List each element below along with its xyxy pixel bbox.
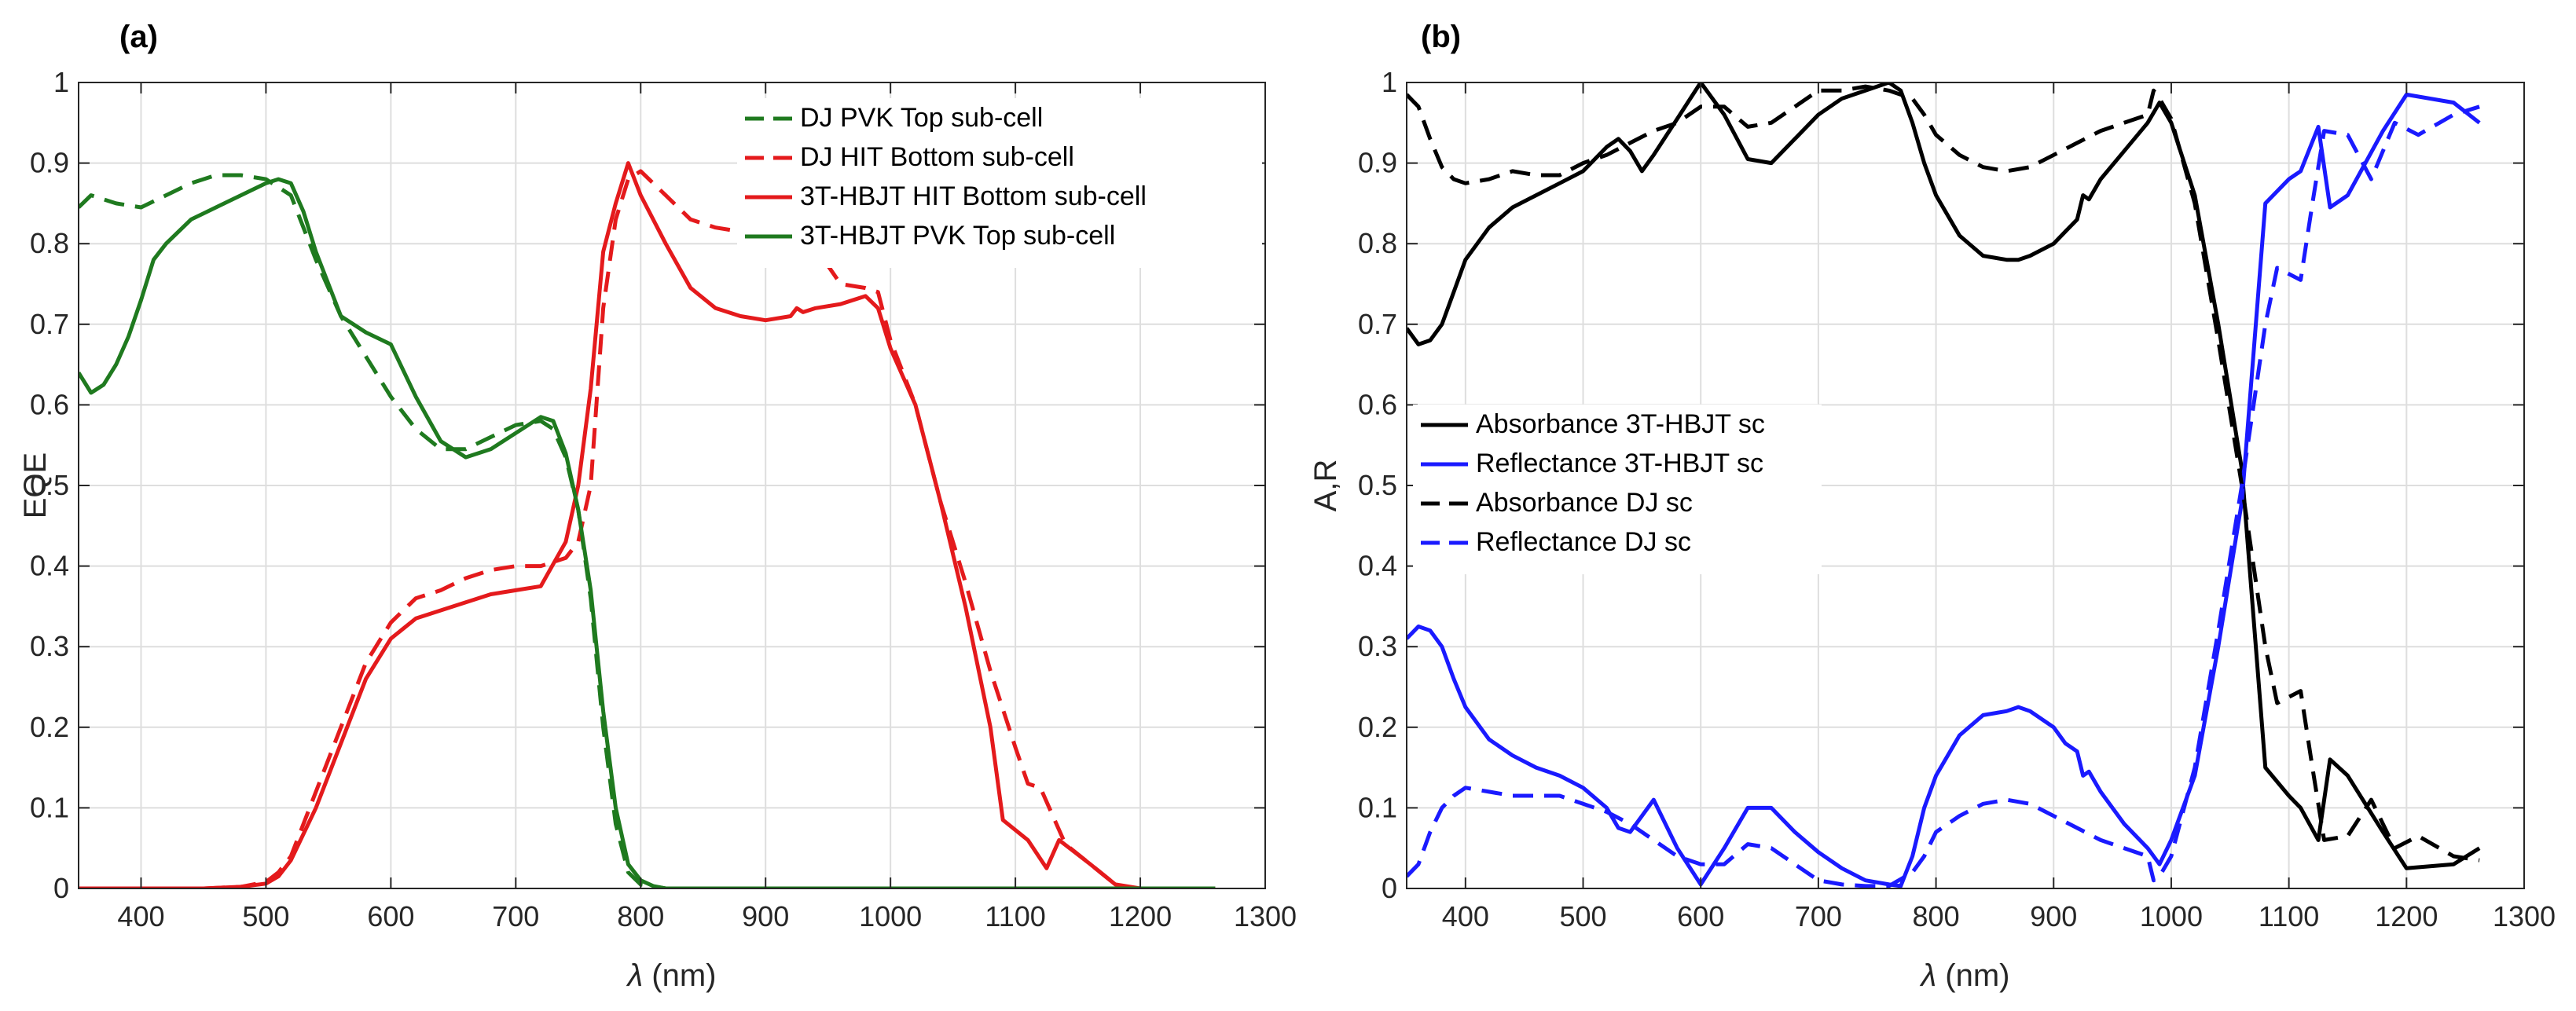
- panel-b-series-2-line: [1407, 84, 2480, 863]
- panel-b-ytick-label-0: 0: [1382, 872, 1397, 904]
- panel-b-ytick-label-6: 0.6: [1358, 388, 1397, 420]
- panel-b-ytick-label-8: 0.8: [1358, 227, 1397, 259]
- panel-b-ytick-label-1: 0.1: [1358, 791, 1397, 823]
- panel-b-xlabel: λ (nm): [1919, 958, 2009, 993]
- panel-a-series-2-line: [79, 161, 1216, 888]
- panel-a-ytick-label-4: 0.4: [30, 550, 69, 582]
- panel-a-ytick-label-2: 0.2: [30, 711, 69, 743]
- panel-a-ytick-label-3: 0.3: [30, 630, 69, 662]
- panel-a-legend-label-0: DJ PVK Top sub-cell: [800, 103, 1043, 133]
- panel-a-ticks: 400 500 600 700 800 900 1000 1100 1200 1300 0 0.1 0.…: [30, 66, 1297, 932]
- panel-b-xtick-label-1300: 1300: [2493, 900, 2556, 932]
- panel-b-legend-label-0: Absorbance 3T-HBJT sc: [1476, 409, 1765, 439]
- panel-a: (a) 400 500 600 700 800 900 1000 1100 1200 1300 0 0…: [18, 20, 1297, 993]
- panel-a-xtick-label-1100: 1100: [985, 900, 1045, 932]
- panel-b-ytick-label-7: 0.7: [1358, 308, 1397, 340]
- panel-a-legend: DJ PVK Top sub-cell DJ HIT Bottom sub-cel…: [737, 98, 1262, 268]
- panel-b-legend-label-1: Reflectance 3T-HBJT sc: [1476, 449, 1763, 478]
- panel-b-label: (b): [1421, 20, 1461, 54]
- panel-b-xlabel-symbol: λ: [1919, 958, 1936, 993]
- panel-a-legend-label-3: 3T-HBJT PVK Top sub-cell: [800, 221, 1115, 251]
- panel-a-series-3-line: [79, 177, 1216, 888]
- panel-b: (b) 400 500 600 700 800 900 1000 1100 1200 1300 0 0…: [1308, 20, 2556, 993]
- panel-b-ticks: 400 500 600 700 800 900 1000 1100 1200 1300 0 0.1 0.…: [1358, 66, 2556, 932]
- panel-a-xtick-label-700: 700: [492, 900, 539, 932]
- panel-b-xtick-label-400: 400: [1442, 900, 1489, 932]
- panel-b-legend: Absorbance 3T-HBJT sc Reflectance 3T-HBJT…: [1413, 405, 1822, 574]
- panel-a-legend-box: [737, 98, 1262, 268]
- panel-a-ytick-label-10: 1: [53, 66, 69, 98]
- panel-b-legend-label-2: Absorbance DJ sc: [1476, 488, 1693, 518]
- panel-a-series-0-line: [79, 173, 1216, 888]
- panel-b-xtick-label-1000: 1000: [2140, 900, 2203, 932]
- panel-b-ytick-label-3: 0.3: [1358, 630, 1397, 662]
- panel-b-series-1-line: [1407, 92, 2481, 888]
- panel-a-xtick-label-600: 600: [367, 900, 414, 932]
- panel-b-xtick-label-500: 500: [1559, 900, 1606, 932]
- panel-b-legend-box: [1413, 405, 1822, 574]
- panel-b-ytick-label-10: 1: [1382, 66, 1397, 98]
- panel-a-xlabel-unit: (nm): [643, 958, 716, 993]
- panel-b-xtick-label-1100: 1100: [2259, 900, 2319, 932]
- panel-a-ytick-label-8: 0.8: [30, 227, 69, 259]
- panel-b-ytick-label-9: 0.9: [1358, 147, 1397, 179]
- panel-b-xtick-label-1200: 1200: [2375, 900, 2438, 932]
- panel-a-ytick-label-6: 0.6: [30, 388, 69, 420]
- panel-a-xtick-label-1300: 1300: [1234, 900, 1297, 932]
- panel-a-ytick-label-5: 0.5: [30, 469, 69, 501]
- panel-b-ytick-label-5: 0.5: [1358, 469, 1397, 501]
- panel-b-xtick-label-700: 700: [1795, 900, 1842, 932]
- panel-a-xtick-label-500: 500: [242, 900, 289, 932]
- panel-a-xtick-label-400: 400: [117, 900, 164, 932]
- panel-a-legend-label-2: 3T-HBJT HIT Bottom sub-cell: [800, 181, 1147, 211]
- panel-b-ytick-label-4: 0.4: [1358, 550, 1397, 582]
- panel-a-series-1-line: [79, 169, 1117, 888]
- panel-a-ytick-label-1: 0.1: [30, 791, 69, 823]
- panel-b-series-0-line: [1407, 82, 2481, 870]
- panel-a-xtick-label-1000: 1000: [859, 900, 922, 932]
- panel-a-ytick-label-9: 0.9: [30, 147, 69, 179]
- panel-b-xtick-label-800: 800: [1913, 900, 1960, 932]
- panel-a-ytick-label-7: 0.7: [30, 308, 69, 340]
- panel-a-xtick-label-800: 800: [617, 900, 664, 932]
- panel-b-series-3-line: [1407, 104, 2480, 888]
- panel-a-xtick-label-1200: 1200: [1109, 900, 1172, 932]
- panel-b-ytick-label-2: 0.2: [1358, 711, 1397, 743]
- panel-a-label: (a): [119, 20, 158, 54]
- panel-b-ylabel: A,R: [1308, 460, 1343, 512]
- panel-b-xlabel-unit: (nm): [1936, 958, 2009, 993]
- panel-a-xlabel: λ (nm): [626, 958, 716, 993]
- panel-a-xlabel-symbol: λ: [626, 958, 643, 993]
- panel-a-xtick-label-900: 900: [742, 900, 789, 932]
- panel-a-ylabel: EQE: [18, 452, 53, 518]
- panel-b-xtick-label-900: 900: [2030, 900, 2077, 932]
- panel-a-ytick-label-0: 0: [53, 872, 69, 904]
- panel-b-legend-label-3: Reflectance DJ sc: [1476, 527, 1691, 557]
- panel-b-series: [1407, 82, 2481, 888]
- panel-a-legend-label-1: DJ HIT Bottom sub-cell: [800, 142, 1074, 172]
- panel-b-xtick-label-600: 600: [1677, 900, 1724, 932]
- panel-a-series: [79, 161, 1216, 888]
